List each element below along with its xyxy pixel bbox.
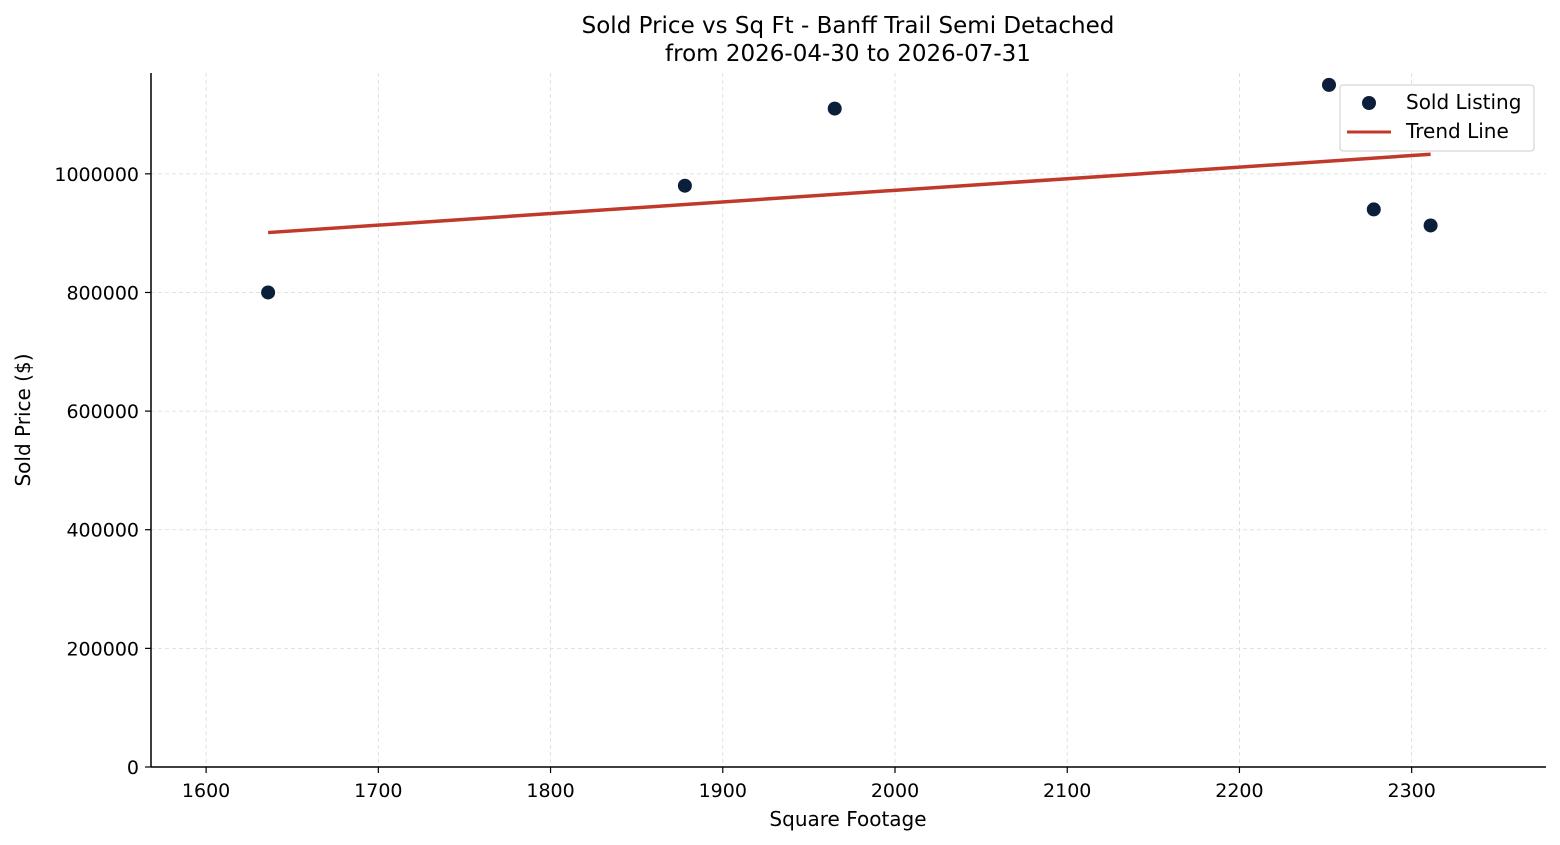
trend-line bbox=[267, 152, 1431, 235]
y-ticks: 0 200000 400000 600000 800000 1000000 bbox=[54, 164, 151, 779]
x-ticks: 1600 1700 1800 1900 2000 2100 2200 2300 bbox=[182, 767, 1436, 802]
x-tick-label: 1600 bbox=[182, 780, 230, 802]
legend-marker-sold-listing bbox=[1362, 96, 1376, 110]
legend-label-sold-listing: Sold Listing bbox=[1406, 90, 1521, 114]
y-tick-label: 200000 bbox=[66, 638, 139, 660]
x-tick-label: 1900 bbox=[699, 780, 747, 802]
legend-box bbox=[1339, 84, 1535, 152]
y-tick-label: 600000 bbox=[66, 401, 139, 423]
chart-subtitle: from 2026-04-30 to 2026-07-31 bbox=[665, 41, 1031, 67]
sold-listing-point bbox=[1366, 202, 1381, 217]
axes bbox=[150, 73, 1546, 768]
y-tick-label: 1000000 bbox=[54, 164, 139, 186]
sold-listing-point bbox=[827, 101, 842, 116]
x-tick-label: 2200 bbox=[1215, 780, 1263, 802]
sold-listing-point bbox=[1322, 77, 1336, 92]
y-tick-label: 400000 bbox=[66, 520, 139, 542]
chart-title: Sold Price vs Sq Ft - Banff Trail Semi D… bbox=[582, 13, 1115, 39]
sold-listing-point bbox=[261, 285, 276, 300]
legend-label-trend-line: Trend Line bbox=[1405, 119, 1509, 143]
sold-listing-point bbox=[1423, 218, 1438, 233]
y-tick-label: 0 bbox=[127, 757, 139, 779]
series bbox=[261, 77, 1438, 300]
x-tick-label: 2300 bbox=[1387, 780, 1435, 802]
x-tick-label: 2000 bbox=[871, 780, 919, 802]
y-tick-label: 800000 bbox=[66, 282, 139, 304]
legend: Sold Listing Trend Line bbox=[1339, 84, 1535, 152]
y-axis-label: Sold Price ($) bbox=[11, 353, 35, 486]
grid-lines bbox=[151, 73, 1546, 768]
x-tick-label: 2100 bbox=[1043, 780, 1091, 802]
x-tick-label: 1800 bbox=[526, 780, 574, 802]
sold-listing-point bbox=[677, 178, 692, 193]
x-axis-label: Square Footage bbox=[769, 807, 926, 831]
x-tick-label: 1700 bbox=[354, 780, 402, 802]
